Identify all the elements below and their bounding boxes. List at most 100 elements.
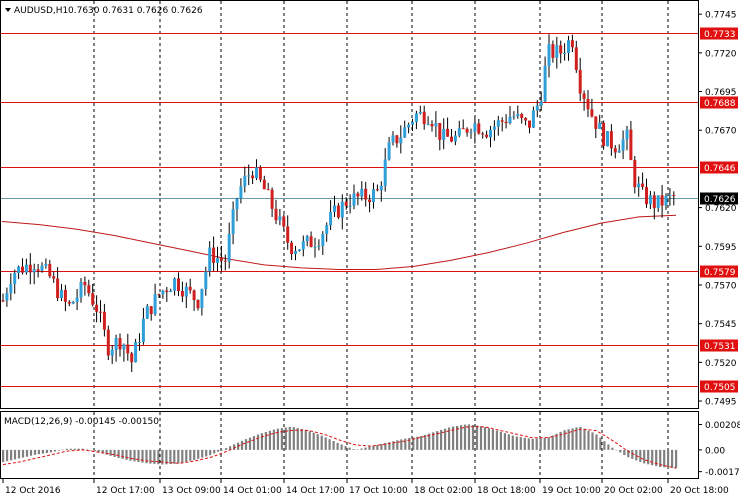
price-panel[interactable] xyxy=(0,0,699,409)
macd-histogram-bar xyxy=(503,433,506,450)
candle-body xyxy=(9,284,13,294)
macd-histogram-bar xyxy=(113,449,116,457)
candle-body xyxy=(500,120,504,122)
candle-body xyxy=(547,44,551,66)
macd-histogram-bar xyxy=(244,439,248,450)
macd-histogram-bar xyxy=(460,425,463,450)
candle-body xyxy=(145,306,149,319)
candle-body xyxy=(83,282,87,286)
candle-body xyxy=(270,189,274,209)
candle-body xyxy=(641,183,645,187)
macd-histogram-bar xyxy=(635,449,638,461)
macd-histogram-bar xyxy=(591,432,594,450)
macd-histogram-bar xyxy=(81,448,84,450)
candle-body xyxy=(407,124,411,128)
price-tick-label: 0.7670 xyxy=(705,127,737,137)
level-label-box xyxy=(700,161,738,174)
candle-body xyxy=(438,123,442,140)
candle-body xyxy=(504,121,508,124)
macd-histogram-bar xyxy=(29,449,33,456)
candle-body xyxy=(516,114,520,117)
candle-body xyxy=(52,276,56,279)
macd-histogram-bar xyxy=(559,431,562,450)
macd-panel[interactable] xyxy=(0,411,699,479)
level-label: 0.7646 xyxy=(704,164,736,174)
macd-histogram-bar xyxy=(659,449,662,467)
macd-histogram-bar xyxy=(21,449,25,458)
macd-tick-label: 0.00208 xyxy=(705,421,740,431)
candle-body xyxy=(524,118,528,121)
candle-body xyxy=(95,304,99,312)
macd-histogram-bar xyxy=(400,439,403,450)
candle-body xyxy=(668,195,672,196)
macd-histogram-bar xyxy=(607,444,610,450)
candle-body xyxy=(79,282,83,298)
candle-body xyxy=(290,242,294,254)
candle-body xyxy=(375,189,379,191)
candle-body xyxy=(165,290,169,293)
macd-histogram-bar xyxy=(213,449,216,454)
macd-histogram-bar xyxy=(336,442,339,450)
macd-histogram-bar xyxy=(308,431,311,450)
candle-body xyxy=(512,116,516,118)
candle-body xyxy=(559,45,563,54)
time-label: 17 Oct 10:00 xyxy=(349,486,408,496)
macd-histogram-bar xyxy=(463,424,467,450)
macd-histogram-bar xyxy=(392,441,395,450)
candle-body xyxy=(672,195,676,196)
time-label: 19 Oct 10:00 xyxy=(542,486,601,496)
time-axis: 12 Oct 2016 12 Oct 17:00 13 Oct 09:00 14 Oc… xyxy=(2,478,729,496)
candle-body xyxy=(196,300,200,309)
macd-histogram-bar xyxy=(189,449,192,461)
candle-body xyxy=(274,208,278,221)
candle-body xyxy=(664,195,668,206)
macd-histogram-bar xyxy=(133,449,136,462)
macd-histogram-bar xyxy=(292,427,295,450)
macd-histogram-bar xyxy=(416,436,419,450)
moving-average-line xyxy=(1,214,677,270)
macd-histogram-bar xyxy=(205,449,208,457)
collapse-arrow-icon[interactable] xyxy=(5,8,11,12)
macd-histogram-bar xyxy=(201,449,204,458)
macd-histogram-bar xyxy=(563,430,566,450)
time-label: 20 Oct 02:00 xyxy=(604,486,663,496)
macd-histogram-bar xyxy=(456,425,459,450)
time-label: 18 Oct 02:00 xyxy=(414,486,473,496)
candle-body xyxy=(570,40,574,48)
macd-histogram-bar xyxy=(268,430,271,450)
price-tick-label: 0.7545 xyxy=(705,320,737,330)
candle-body xyxy=(149,306,153,315)
macd-histogram-bar xyxy=(153,449,156,464)
candle-body xyxy=(118,338,122,350)
candle-body xyxy=(598,122,602,129)
macd-histogram-bar xyxy=(452,426,455,450)
time-label: 18 Oct 18:00 xyxy=(477,486,536,496)
macd-histogram-bar xyxy=(240,440,244,450)
macd-histogram-bar xyxy=(332,441,335,450)
time-label: 12 Oct 17:00 xyxy=(96,486,155,496)
candle-body xyxy=(629,129,633,160)
macd-histogram-bar xyxy=(412,437,415,450)
candle-body xyxy=(247,175,251,177)
candle-body xyxy=(563,53,567,54)
candle-body xyxy=(114,338,118,350)
candle-body xyxy=(555,45,559,58)
candle-body xyxy=(122,344,126,350)
candle-body xyxy=(251,175,255,179)
price-tick-label: 0.7595 xyxy=(705,243,737,253)
macd-histogram-bar xyxy=(173,449,176,464)
candle-body xyxy=(489,129,492,138)
candle-body xyxy=(212,247,216,263)
candle-body xyxy=(317,245,321,247)
macd-histogram-bar xyxy=(316,434,319,450)
candle-body xyxy=(153,294,157,315)
candle-body xyxy=(278,216,282,221)
macd-histogram-bar xyxy=(523,437,526,450)
candle-body xyxy=(56,278,60,299)
macd-histogram-bar xyxy=(209,449,212,456)
level-label: 0.7505 xyxy=(704,383,736,393)
macd-histogram-bar xyxy=(611,447,614,450)
macd-histogram-bar xyxy=(93,449,96,452)
